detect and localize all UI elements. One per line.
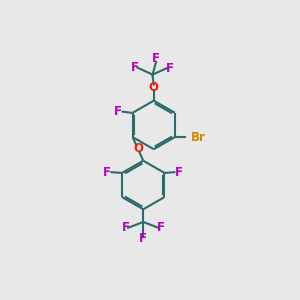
Text: F: F — [166, 61, 174, 75]
Text: Br: Br — [191, 130, 206, 144]
Text: F: F — [152, 52, 160, 65]
Text: F: F — [139, 232, 147, 245]
Text: O: O — [149, 81, 159, 94]
Text: F: F — [122, 221, 129, 234]
Text: F: F — [157, 221, 165, 234]
Text: F: F — [131, 61, 139, 74]
Text: F: F — [103, 166, 111, 179]
Text: F: F — [175, 166, 183, 179]
Text: F: F — [114, 105, 122, 118]
Text: O: O — [133, 142, 143, 155]
